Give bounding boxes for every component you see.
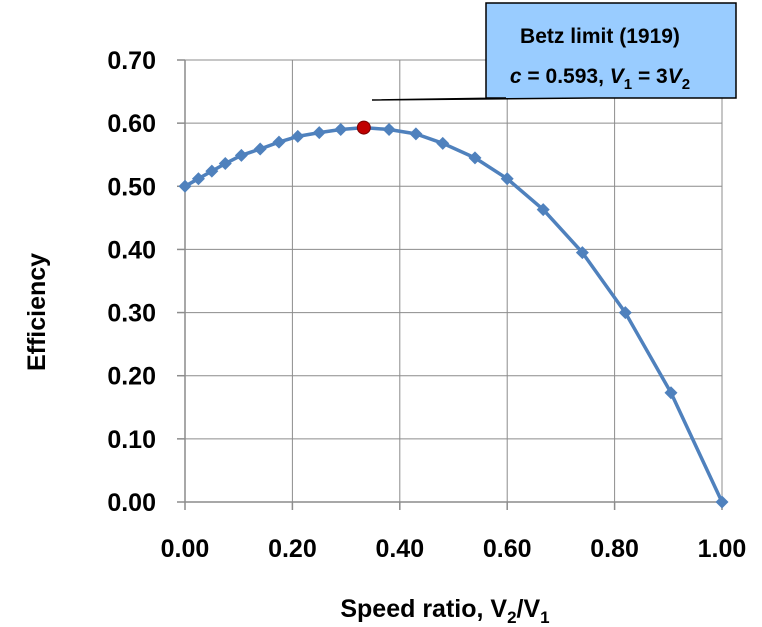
x-axis-title-main: Speed ratio, V	[340, 595, 507, 623]
x-axis-title-sub2: 1	[540, 608, 549, 627]
data-point	[272, 135, 286, 149]
data-point	[575, 246, 589, 260]
x-tick-label: 1.00	[698, 535, 747, 563]
y-tick-label: 0.20	[107, 363, 156, 391]
data-point	[618, 306, 632, 320]
callout-eq: = 0.593,	[522, 65, 610, 88]
data-point	[253, 142, 267, 156]
data-point	[205, 164, 219, 178]
data-point	[218, 157, 232, 171]
efficiency-series	[178, 120, 729, 509]
y-tick-label: 0.70	[107, 47, 156, 75]
betz-callout: Betz limit (1919) c = 0.593, V1 = 3V2	[371, 2, 737, 101]
y-axis-title: Efficiency	[23, 253, 51, 371]
y-tick-label: 0.50	[107, 173, 156, 201]
callout-line2: c = 0.593, V1 = 3V2	[510, 65, 690, 93]
grid	[185, 59, 723, 502]
x-tick-label: 0.20	[268, 535, 317, 563]
data-point	[436, 136, 450, 150]
y-tick-label: 0.60	[107, 110, 156, 138]
callout-line1: Betz limit (1919)	[520, 25, 680, 48]
callout-v1: V	[610, 65, 626, 88]
data-point	[536, 203, 550, 217]
x-axis-title: Speed ratio, V2/V1	[340, 595, 549, 627]
data-point	[500, 172, 514, 186]
x-tick-label: 0.80	[590, 535, 639, 563]
y-tick-labels: 0.00 0.10 0.20 0.30 0.40 0.50 0.60 0.70	[107, 47, 156, 517]
series-line	[184, 125, 724, 503]
y-tick-label: 0.10	[107, 426, 156, 454]
callout-bubble	[371, 2, 737, 101]
data-point	[664, 386, 678, 400]
data-point	[468, 151, 482, 165]
data-point	[291, 129, 305, 143]
axes	[177, 59, 723, 510]
callout-v1-sub: 1	[624, 76, 632, 93]
data-point	[312, 126, 326, 140]
x-axis-title-mid: /V	[517, 595, 541, 623]
x-tick-label: 0.60	[483, 535, 532, 563]
data-point	[715, 495, 729, 509]
data-point	[178, 179, 192, 193]
data-point	[334, 122, 348, 136]
data-point	[234, 148, 248, 162]
x-tick-label: 0.40	[375, 535, 424, 563]
data-point	[191, 172, 205, 186]
callout-c: c	[510, 65, 522, 88]
x-axis-title-sub1: 2	[507, 608, 516, 627]
callout-v2: V	[668, 65, 684, 88]
y-tick-label: 0.40	[107, 236, 156, 264]
y-tick-label: 0.30	[107, 300, 156, 328]
betz-point	[356, 120, 371, 135]
x-tick-labels: 0.00 0.20 0.40 0.60 0.80 1.00	[161, 535, 747, 563]
callout-mid: = 3	[632, 65, 668, 88]
callout-v2-sub: 2	[682, 76, 690, 93]
data-point	[409, 127, 423, 141]
x-tick-label: 0.00	[161, 535, 210, 563]
data-point	[382, 122, 396, 136]
y-tick-label: 0.00	[107, 489, 156, 517]
